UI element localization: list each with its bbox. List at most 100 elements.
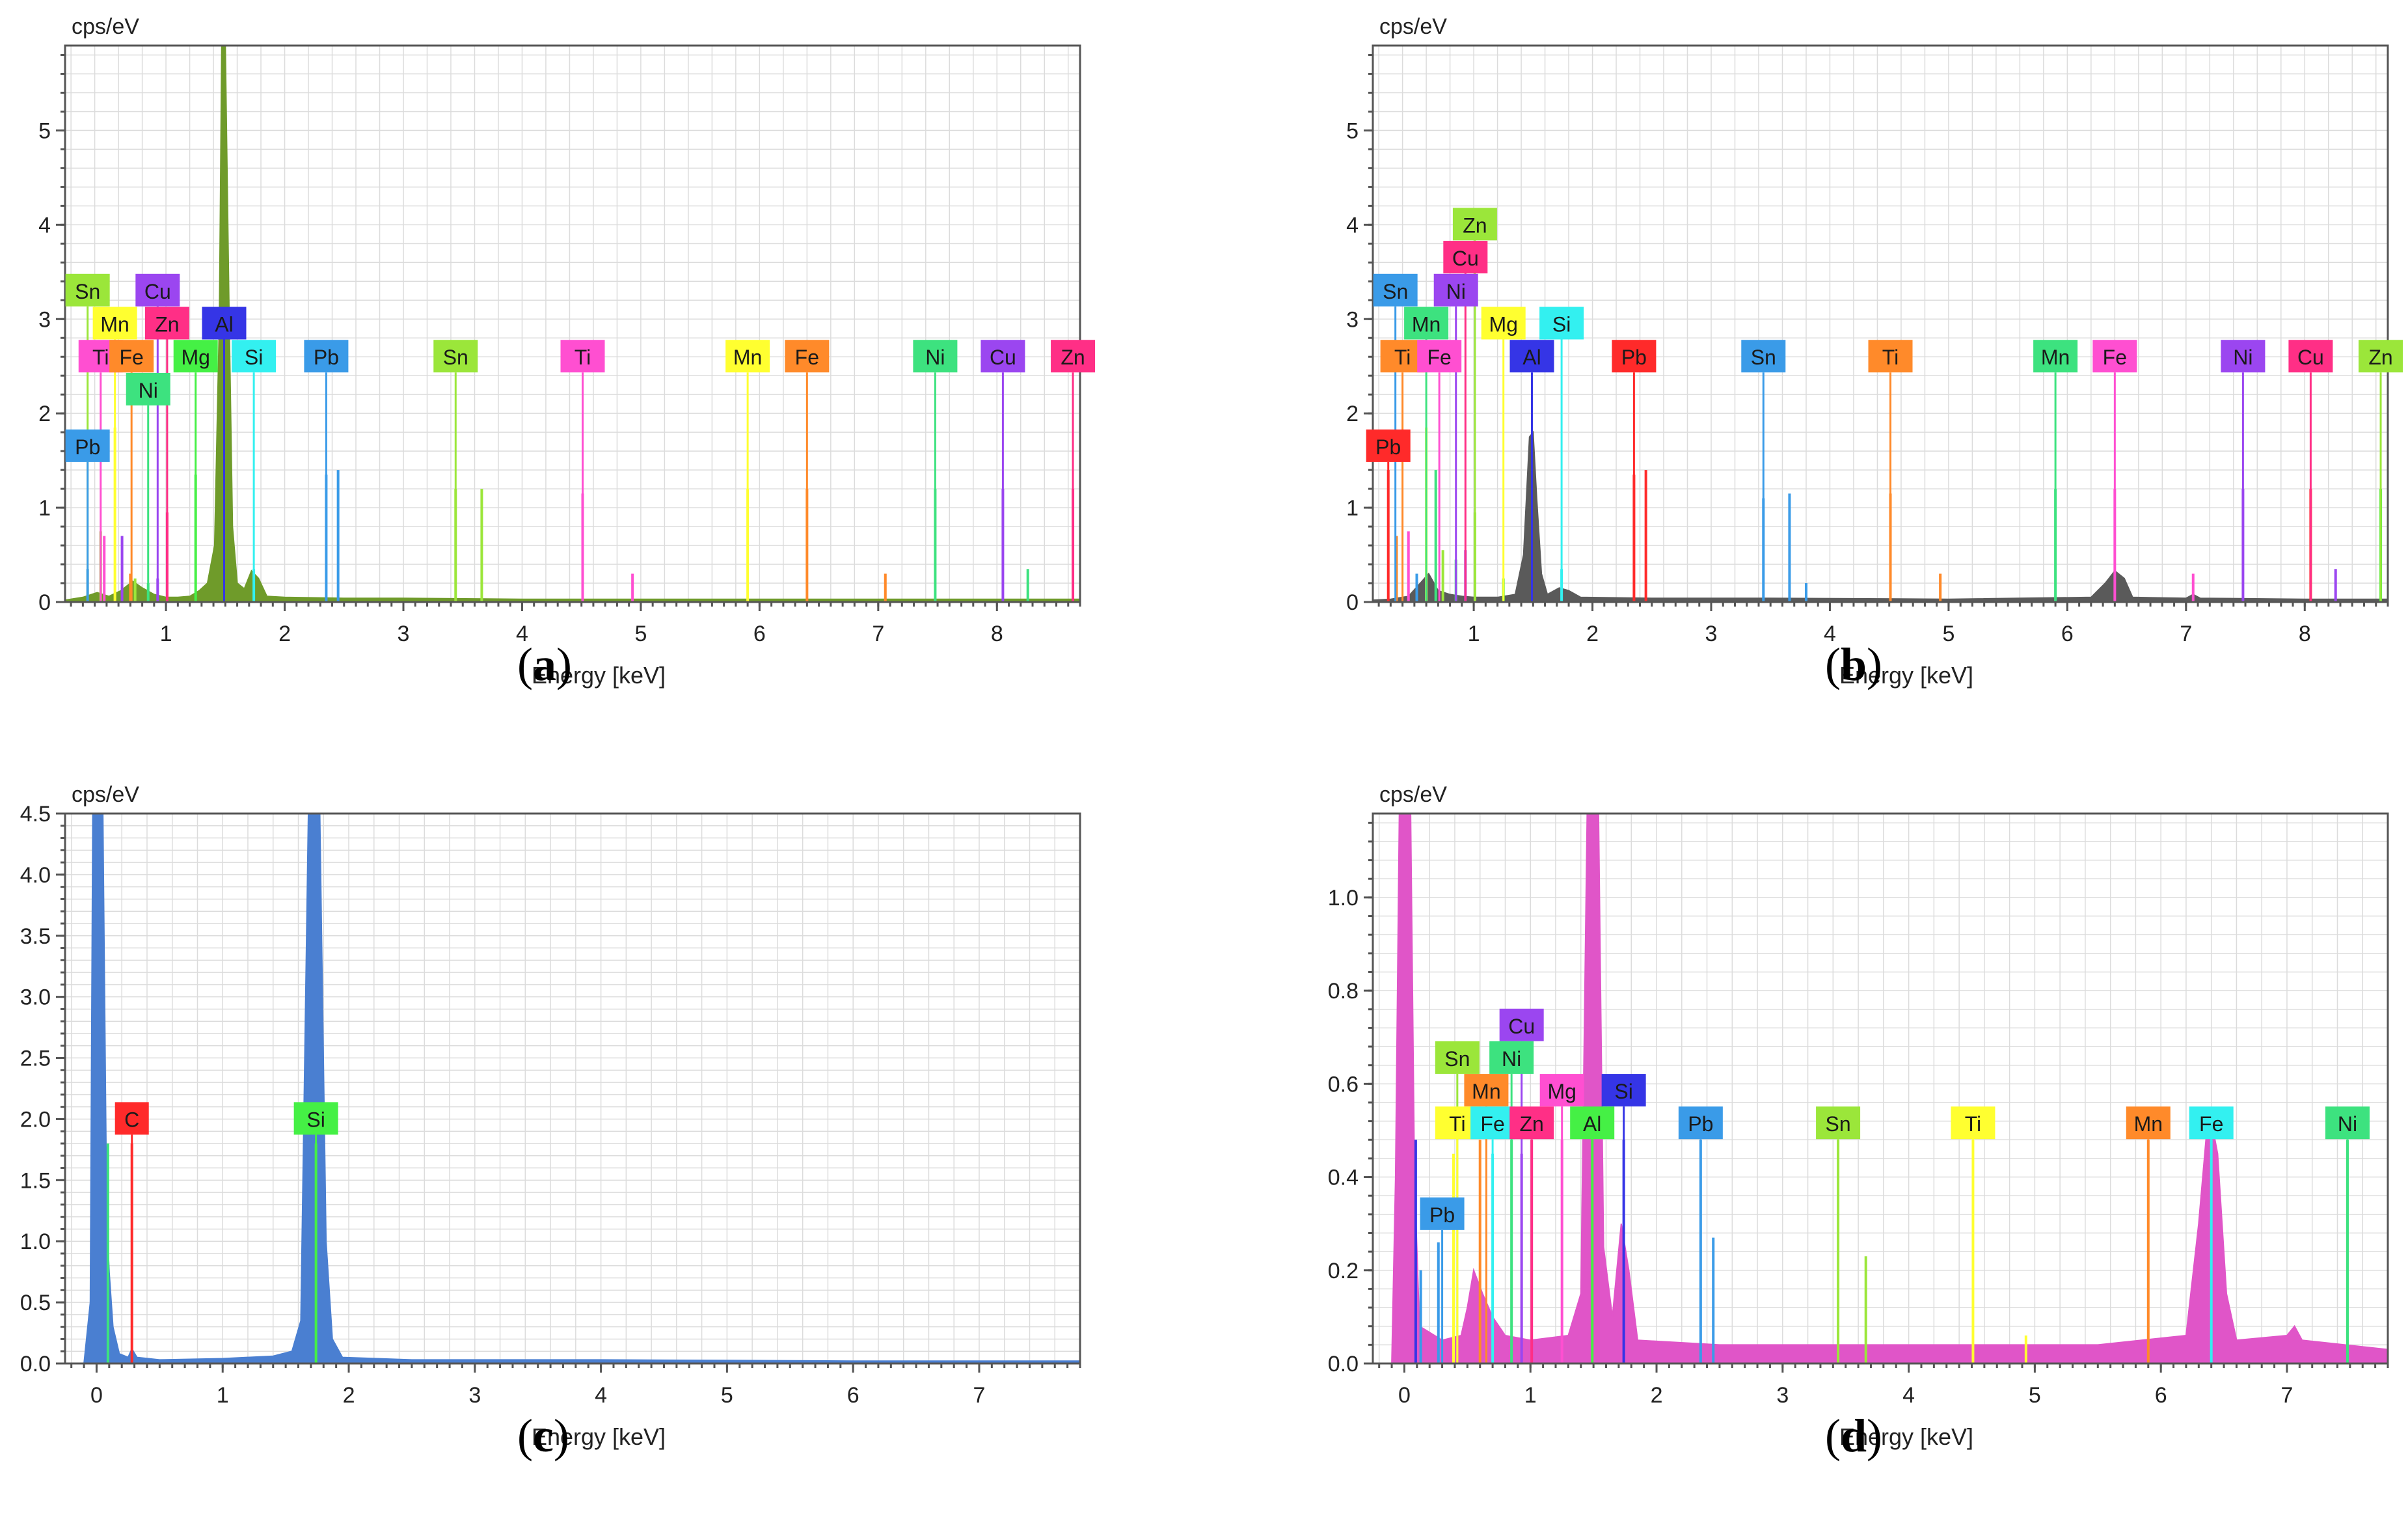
element-label-box (1570, 1106, 1615, 1140)
y-tick-label: 4.0 (20, 863, 51, 888)
element-label-text: Cu (1452, 247, 1479, 270)
grid (1373, 814, 2388, 1364)
x-tick-label: 5 (721, 1383, 733, 1408)
x-axis-title: Energy [keV] (532, 662, 666, 689)
element-label-box (1951, 1106, 1995, 1140)
caption-paren: ( (517, 638, 533, 691)
element-label-text: Ti (1449, 1112, 1465, 1136)
y-tick-label: 0.8 (1328, 979, 1359, 1004)
element-label-text: Ti (1882, 346, 1899, 369)
element-label-text: Sn (443, 346, 468, 369)
element-label-text: Sn (1383, 280, 1408, 303)
y-tick-label: 5 (1346, 118, 1359, 143)
spectrum-chart-c: 0 1 2 3 4 5 6 7 0.0 0.5 1.0 1.5 2.0 2.5 3.0 3.5 4.0 4.5 cp… (20, 782, 1081, 1450)
y-tick-label: 0.0 (20, 1352, 51, 1376)
x-tick-label: 1 (217, 1383, 229, 1408)
element-label-pb: Pb (1420, 1197, 1465, 1230)
element-label-box (1366, 429, 1411, 462)
element-label-box (1489, 1041, 1534, 1074)
y-tick-label: 1.0 (20, 1229, 51, 1254)
element-label-box (115, 1102, 149, 1135)
element-label-box (1443, 241, 1488, 274)
element-label-box (2359, 340, 2403, 373)
element-label-text: Al (215, 313, 233, 336)
element-label-text: Pb (1688, 1112, 1713, 1136)
element-label-si: Si (293, 1102, 338, 1135)
x-axis-title: Energy [keV] (532, 1423, 666, 1450)
element-label-text: Sn (1444, 1047, 1470, 1071)
element-label-box (2189, 1106, 2234, 1140)
element-label-box (1433, 273, 1478, 307)
element-label-text: Ti (1394, 346, 1411, 369)
plot-frame (64, 44, 1081, 603)
element-label-box (1420, 1197, 1465, 1230)
y-tick-label: 0.0 (1328, 1352, 1359, 1376)
element-label-text: Sn (1826, 1112, 1851, 1136)
element-label-text: Fe (2199, 1112, 2223, 1136)
element-label-text: Ti (1965, 1112, 1981, 1136)
caption-paren: ( (1825, 638, 1841, 691)
element-label-mg: Mg (173, 340, 218, 373)
x-tick-label: 3 (1705, 622, 1718, 646)
y-axis-title: cps/eV (72, 14, 139, 39)
element-label-zn: Zn (1051, 340, 1096, 373)
element-label-box (2325, 1106, 2370, 1140)
element-label-fe: Fe (2189, 1106, 2234, 1140)
x-tick-label: 7 (973, 1383, 986, 1408)
element-label-box (433, 340, 478, 373)
element-label-mn: Mn (92, 307, 137, 340)
element-label-box (981, 340, 1025, 373)
x-tick-label: 4 (1902, 1383, 1915, 1408)
y-tick-label: 4.5 (20, 802, 51, 827)
element-label-cu: Cu (1443, 241, 1488, 274)
x-tick-label: 6 (2061, 622, 2074, 646)
element-label-ni: Ni (2325, 1106, 2370, 1140)
x-tick-label: 2 (1586, 622, 1599, 646)
element-label-text: Mn (1472, 1080, 1500, 1103)
spectrum-layer (1373, 240, 2388, 602)
x-tick-label: 5 (1942, 622, 1955, 646)
y-tick-label: 3 (38, 307, 51, 332)
element-label-text: Ni (1502, 1047, 1521, 1071)
element-label-text: Mg (181, 346, 210, 369)
caption-paren: ) (553, 1410, 569, 1462)
element-label-ni: Ni (1433, 273, 1478, 307)
panel-caption-b: (b) (1825, 638, 1882, 692)
spectrum-area (1391, 814, 2388, 1363)
element-label-al: Al (1509, 340, 1554, 373)
y-tick-label: 2 (1346, 402, 1359, 426)
element-label-text: Mn (733, 346, 762, 369)
y-tick-label: 3.0 (20, 985, 51, 1010)
element-label-text: Al (1522, 346, 1541, 369)
element-label-text: Cu (1508, 1015, 1535, 1038)
element-label-box (1539, 307, 1584, 340)
element-label-box (304, 340, 349, 373)
element-label-text: C (124, 1108, 139, 1131)
y-tick-label: 3.5 (20, 924, 51, 949)
element-label-text: Pb (1429, 1203, 1455, 1227)
element-label-box (2126, 1106, 2171, 1140)
element-label-box (202, 307, 247, 340)
element-label-text: Zn (1463, 213, 1487, 237)
element-label-ni: Ni (913, 340, 958, 373)
element-label-box (1816, 1106, 1861, 1140)
element-label-text: Ti (92, 346, 109, 369)
element-label-text: Cu (990, 346, 1016, 369)
plot-frame (1372, 812, 2389, 1365)
element-label-text: Pb (1621, 346, 1647, 369)
element-label-ni: Ni (2221, 340, 2266, 373)
spectrum-layer (83, 814, 1080, 1363)
x-tick-label: 6 (753, 622, 766, 646)
x-tick-label: 3 (1776, 1383, 1789, 1408)
x-tick-label: 7 (872, 622, 884, 646)
y-tick-label: 3 (1346, 307, 1359, 332)
element-label-box (1452, 208, 1497, 241)
panel-a: 1 2 3 4 5 6 7 8 0 1 2 3 4 5 cps/eV Energy [keV] Sn Cu Mn Zn… (0, 0, 1106, 716)
element-label-text: Pb (314, 346, 339, 369)
element-label-text: Zn (1061, 346, 1085, 369)
element-label-si: Si (232, 340, 277, 373)
x-tick-label: 0 (1398, 1383, 1411, 1408)
element-label-text: Si (245, 346, 263, 369)
element-label-text: Pb (75, 435, 100, 459)
element-label-box (1470, 1106, 1515, 1140)
